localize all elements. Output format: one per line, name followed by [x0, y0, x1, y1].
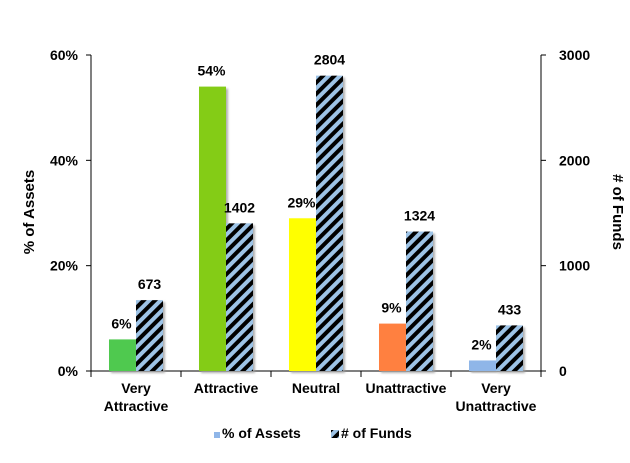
bar-funds: [316, 75, 343, 372]
bar-assets: [109, 339, 136, 371]
x-tick-label: Very: [481, 380, 511, 396]
x-tick-label: Neutral: [292, 380, 340, 396]
y-right-tick-label: 2000: [559, 152, 590, 168]
y-right-tick-label: 1000: [559, 258, 590, 274]
bar-funds: [226, 223, 253, 371]
x-tick-label: Attractive: [104, 398, 169, 414]
data-label-funds: 433: [498, 301, 522, 317]
y-left-tick-label: 40%: [50, 152, 79, 168]
legend-label-assets: % of Assets: [222, 425, 301, 441]
y-right-axis-title: # of Funds: [609, 174, 626, 250]
data-label-assets: 9%: [381, 300, 402, 316]
data-label-assets: 6%: [111, 315, 132, 331]
x-tick-label: Very: [121, 380, 151, 396]
bar-assets: [199, 86, 226, 371]
data-label-funds: 673: [138, 276, 162, 292]
y-left-tick-label: 60%: [50, 47, 79, 63]
plot-area: 0% 20% 40% 60% 0 1000 2000 3000 6% 673 Very Attract…: [50, 47, 590, 441]
legend-swatch-assets: [214, 432, 220, 438]
bar-assets: [379, 323, 406, 371]
x-tick-label: Attractive: [194, 380, 259, 396]
x-tick-label: Unattractive: [366, 380, 447, 396]
y-right-tick-label: 0: [559, 363, 567, 379]
data-label-assets: 54%: [197, 63, 226, 79]
data-label-assets: 29%: [287, 194, 316, 210]
data-label-assets: 2%: [471, 336, 492, 352]
bar-assets: [469, 360, 496, 371]
legend-label-funds: # of Funds: [341, 425, 412, 441]
y-left-tick-label: 0%: [58, 363, 79, 379]
x-tick-label: Unattractive: [456, 398, 537, 414]
bar-funds: [406, 231, 433, 371]
bar-funds: [496, 325, 523, 371]
y-left-axis-title: % of Assets: [21, 170, 38, 254]
y-left-tick-label: 20%: [50, 258, 79, 274]
bar-assets: [289, 218, 316, 371]
data-label-funds: 2804: [314, 52, 345, 68]
bar-funds: [136, 300, 163, 371]
data-label-funds: 1402: [224, 199, 255, 215]
legend-swatch-funds: [331, 430, 339, 438]
data-label-funds: 1324: [404, 208, 435, 224]
y-right-tick-label: 3000: [559, 47, 590, 63]
